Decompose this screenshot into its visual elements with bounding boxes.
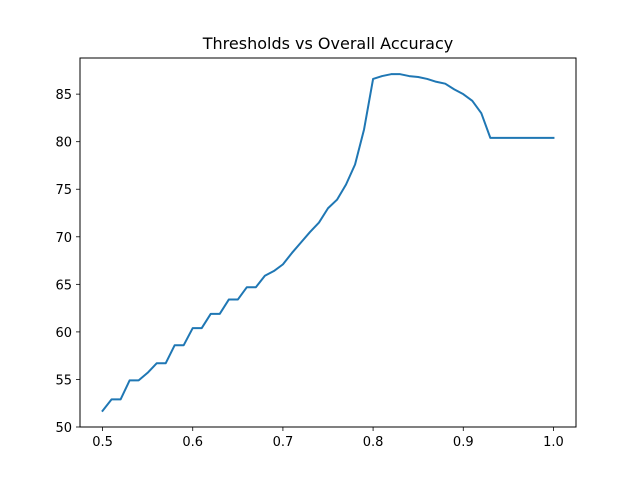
y-tick-label: 75 bbox=[55, 183, 72, 198]
y-tick-label: 50 bbox=[55, 421, 72, 436]
x-tick-label: 1.0 bbox=[543, 435, 564, 450]
y-tick-label: 60 bbox=[55, 326, 72, 341]
plot-area-frame bbox=[79, 57, 577, 428]
y-tick-label: 55 bbox=[55, 373, 72, 388]
x-axis: 0.5 0.6 0.7 0.8 0.9 1.0 bbox=[92, 427, 564, 450]
y-tick-label: 85 bbox=[55, 88, 72, 103]
y-tick-label: 65 bbox=[55, 278, 72, 293]
y-tick-label: 70 bbox=[55, 231, 72, 246]
y-axis: 50 55 60 65 70 75 80 85 bbox=[55, 88, 80, 436]
y-tick-label: 80 bbox=[55, 136, 72, 151]
x-tick-label: 0.8 bbox=[363, 435, 384, 450]
x-tick-label: 0.9 bbox=[453, 435, 474, 450]
chart-title: Thresholds vs Overall Accuracy bbox=[202, 34, 453, 53]
series-line bbox=[101, 73, 555, 413]
x-tick-label: 0.5 bbox=[92, 435, 113, 450]
x-tick-label: 0.6 bbox=[182, 435, 203, 450]
x-tick-label: 0.7 bbox=[273, 435, 294, 450]
